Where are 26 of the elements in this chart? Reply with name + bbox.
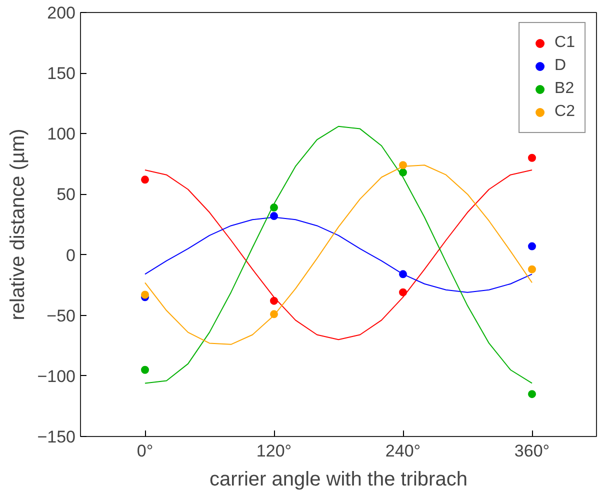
x-tick-label: 360° xyxy=(514,442,550,460)
legend-label: D xyxy=(554,57,568,75)
line-series xyxy=(144,126,532,384)
y-axis-title: relative distance (µm) xyxy=(7,128,30,320)
x-axis-title: carrier angle with the tribrach xyxy=(210,468,468,490)
x-tick-label: 120° xyxy=(256,442,292,460)
legend-label: C2 xyxy=(554,103,575,121)
y-tick-label: 0 xyxy=(66,246,76,265)
x-tick-label: 0° xyxy=(136,442,154,460)
legend-label: C1 xyxy=(554,34,575,52)
point xyxy=(528,265,536,274)
point xyxy=(528,242,536,250)
y-tick-label: 100 xyxy=(47,124,76,144)
point xyxy=(141,176,149,184)
y-tick-label: 200 xyxy=(47,4,76,22)
x-tick-label: 240° xyxy=(385,442,421,460)
y-tick-label: −150 xyxy=(37,428,76,446)
point xyxy=(528,154,536,162)
point xyxy=(141,290,149,299)
point xyxy=(141,366,149,374)
y-tick-label: 50 xyxy=(56,185,76,204)
point xyxy=(528,390,536,398)
y-tick-label: −50 xyxy=(46,306,76,326)
y-tick-label: 150 xyxy=(47,64,76,84)
y-tick-label: −100 xyxy=(37,366,76,386)
legend-label: B2 xyxy=(554,80,575,98)
